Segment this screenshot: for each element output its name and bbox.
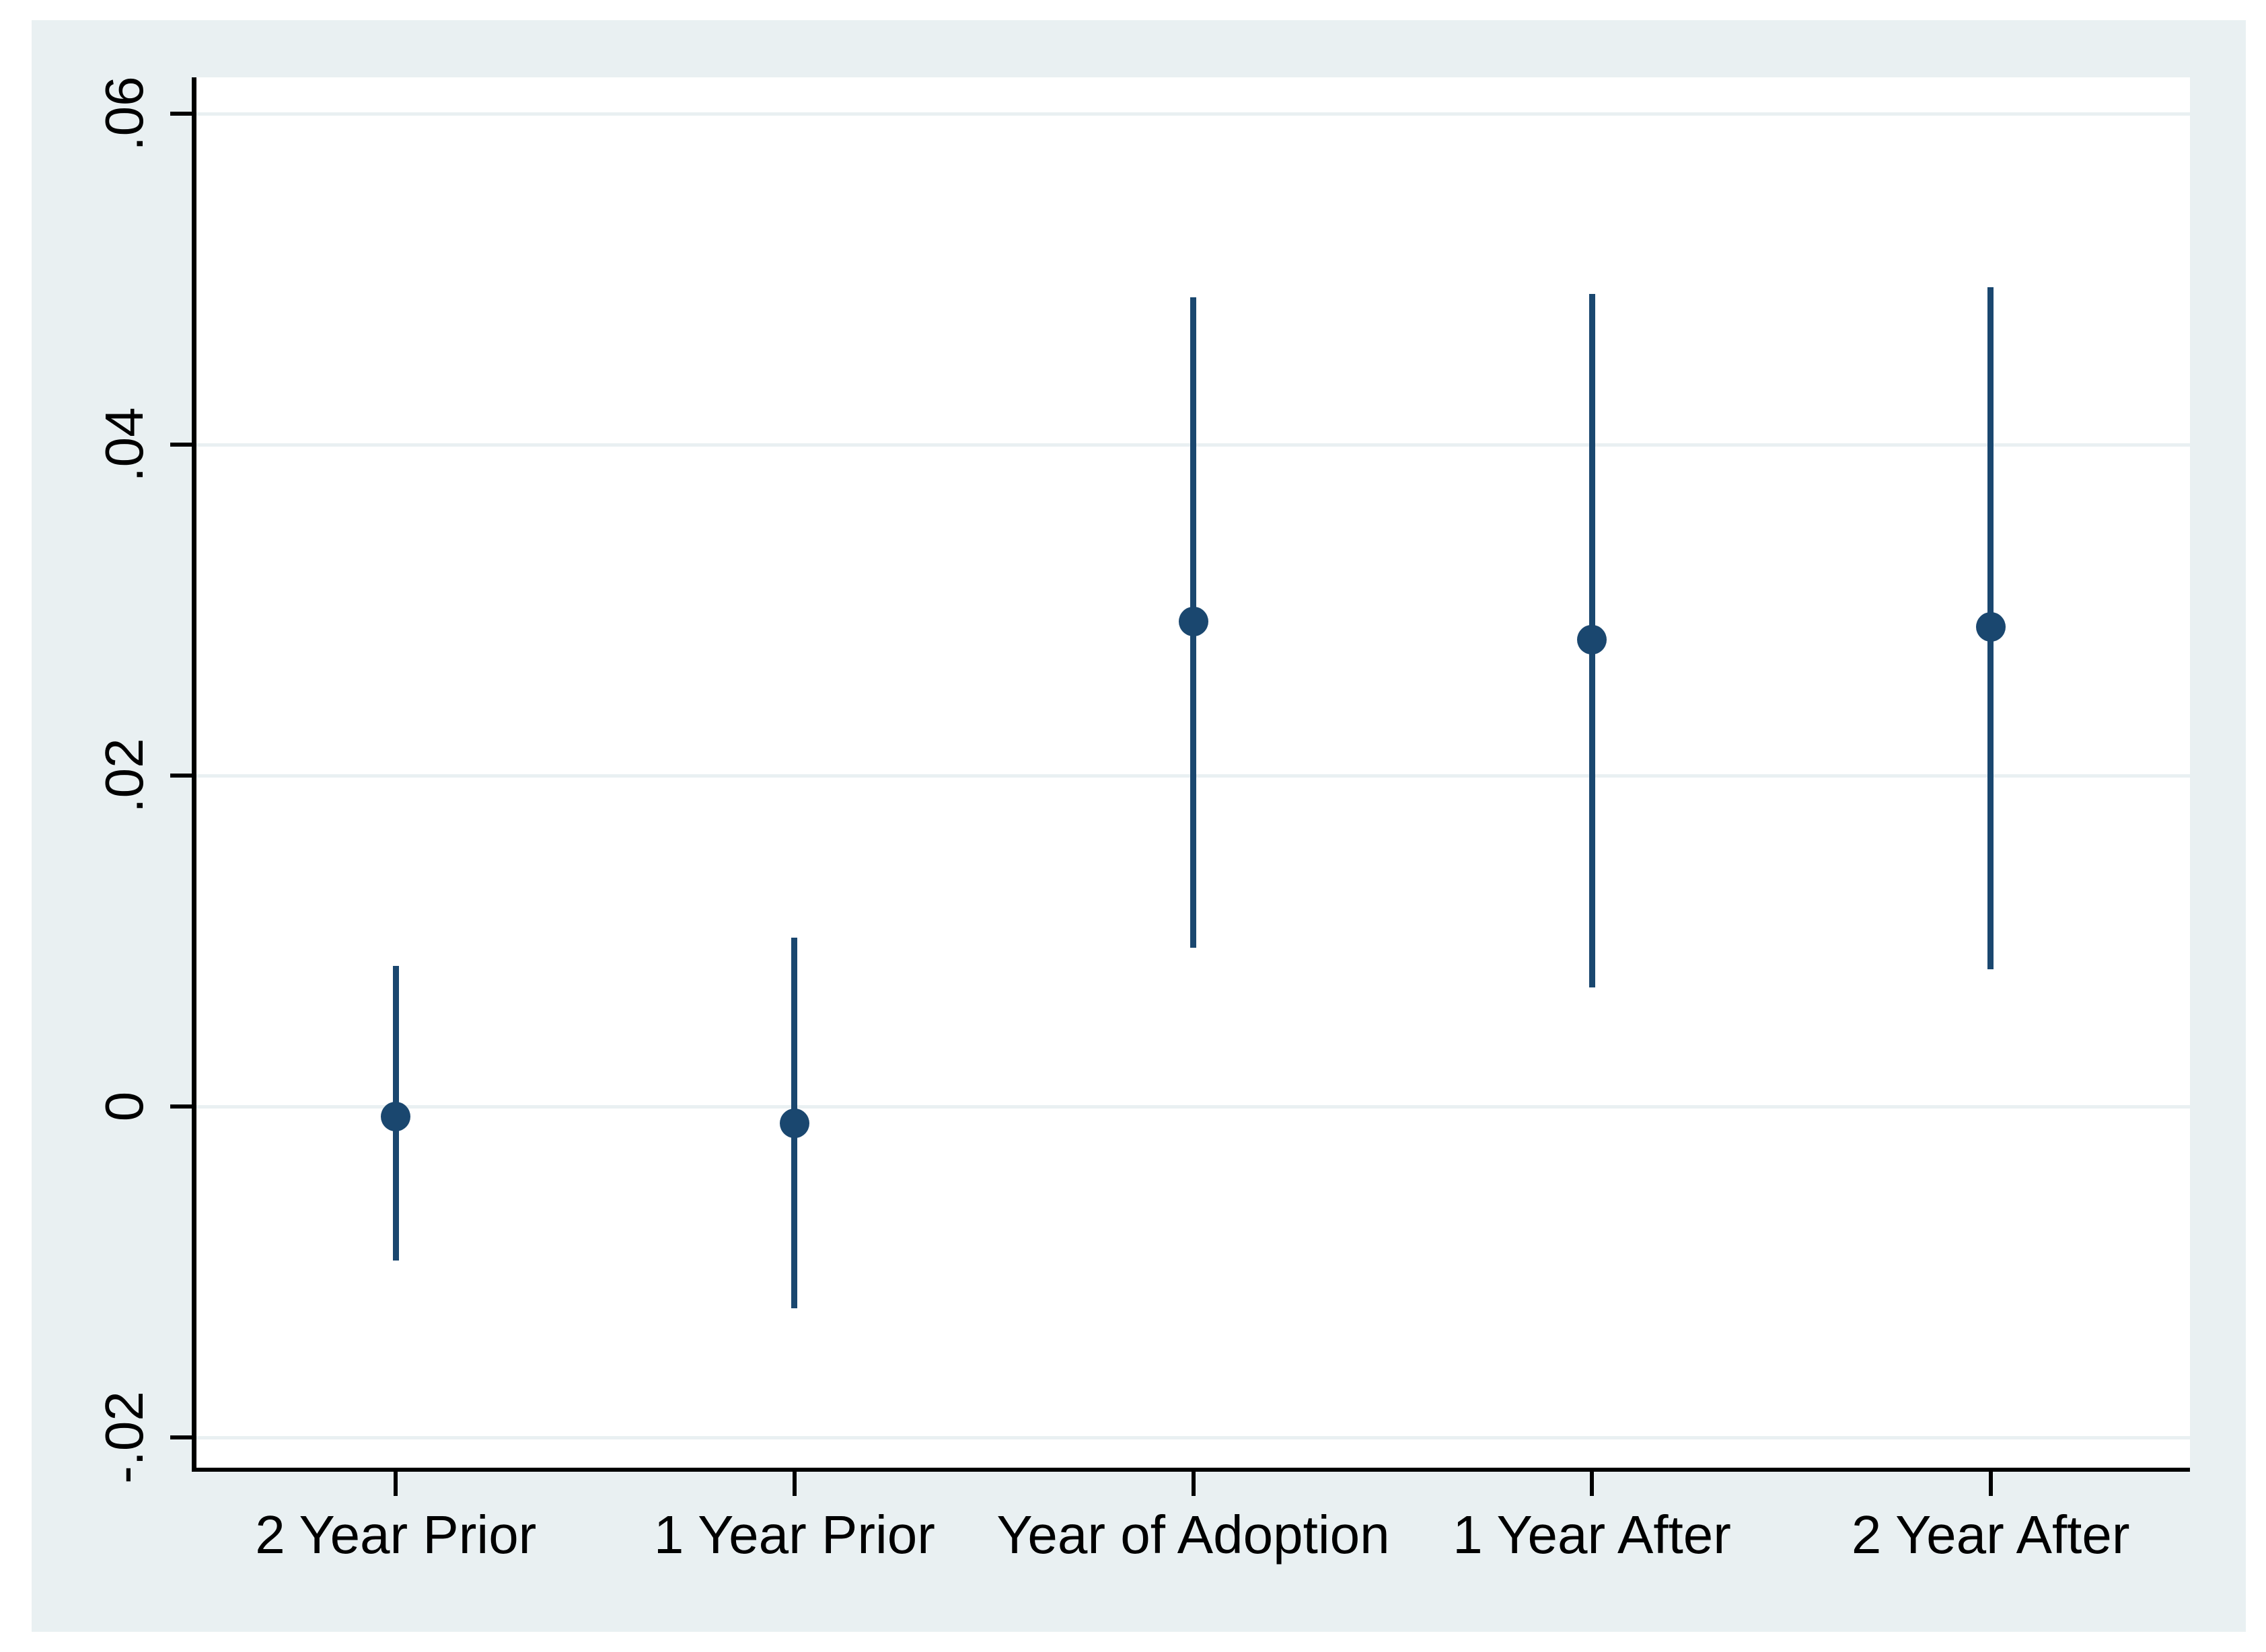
x-tick-label: 2 Year After — [1851, 1505, 2130, 1565]
data-point-marker — [1178, 607, 1208, 637]
data-point-marker — [1577, 625, 1607, 655]
x-tick — [394, 1472, 398, 1496]
y-tick-label: .04 — [94, 407, 154, 482]
x-tick-label: 1 Year After — [1453, 1505, 1731, 1565]
x-tick — [1988, 1472, 1993, 1496]
x-tick-label: 1 Year Prior — [653, 1505, 935, 1565]
data-point-marker — [381, 1101, 411, 1131]
data-point-marker — [1975, 611, 2006, 642]
data-point-marker — [779, 1108, 809, 1138]
y-tick-label: .02 — [94, 738, 154, 813]
x-axis-line — [192, 1468, 2190, 1472]
y-tick — [170, 1104, 192, 1109]
y-gridline — [196, 1104, 2190, 1109]
y-tick — [170, 112, 192, 116]
x-tick-label: Year of Adoption — [996, 1505, 1390, 1565]
x-tick-label: 2 Year Prior — [255, 1505, 537, 1565]
y-gridline — [196, 112, 2190, 116]
y-tick — [170, 1435, 192, 1439]
y-tick — [170, 443, 192, 447]
y-tick-label: 0 — [94, 1091, 154, 1122]
y-axis-line — [192, 77, 196, 1472]
x-tick — [792, 1472, 797, 1496]
x-tick — [1191, 1472, 1196, 1496]
x-tick — [1590, 1472, 1595, 1496]
y-tick-label: .06 — [94, 76, 154, 151]
y-tick-label: -.02 — [94, 1391, 154, 1484]
y-gridline — [196, 1435, 2190, 1439]
y-tick — [170, 774, 192, 778]
